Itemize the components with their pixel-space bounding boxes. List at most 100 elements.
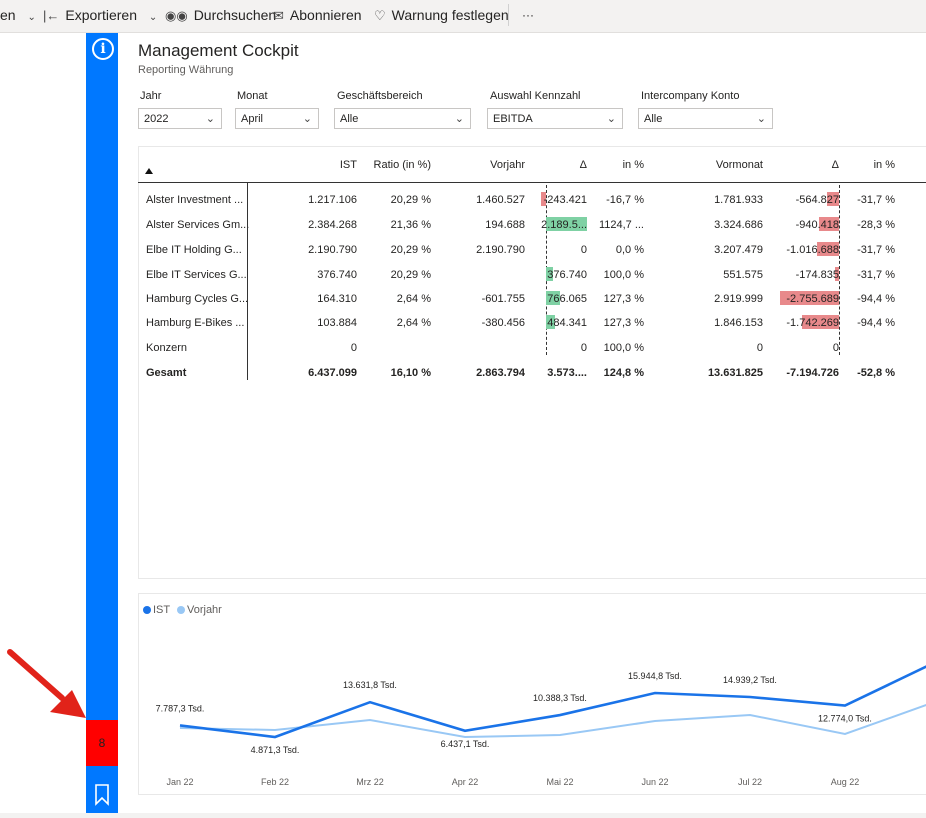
table-cell: 1.846.153	[714, 317, 763, 329]
row-label[interactable]: Hamburg E-Bikes ...	[146, 317, 245, 329]
chevron-down-icon: ⌄	[148, 12, 158, 23]
row-label[interactable]: Alster Services Gm...	[146, 219, 250, 231]
table-cell: 551.575	[723, 269, 763, 281]
x-axis-tick-label: Aug 22	[831, 777, 860, 787]
chevron-down-icon: ⌄	[756, 113, 766, 125]
hdr-delta-vorjahr[interactable]: Δ	[579, 159, 587, 171]
table-cell: 1.781.933	[714, 194, 763, 206]
row-label[interactable]: Elbe IT Holding G...	[146, 244, 242, 256]
legend-ist-label[interactable]: IST	[153, 604, 170, 616]
page-subtitle: Reporting Währung	[138, 64, 234, 76]
delta-vormonat-axis	[839, 185, 840, 355]
table-cell: 20,29 %	[390, 269, 431, 281]
chevron-down-icon: ⌄	[302, 113, 312, 125]
hdr-pct-vorjahr[interactable]: in %	[622, 159, 644, 171]
chevron-down-icon: ⌄	[454, 113, 464, 125]
slicer-intercompany-dropdown[interactable]: Alle ⌄	[638, 108, 773, 129]
red-arrow-icon	[7, 649, 86, 718]
row-label[interactable]: Alster Investment ...	[146, 194, 244, 206]
left-pane	[0, 33, 86, 818]
table-cell: 2.190.790	[476, 244, 525, 256]
table-cell: -28,3 %	[857, 219, 895, 231]
bookmark-icon[interactable]	[94, 784, 110, 806]
chevron-down-icon: ⌄	[27, 12, 36, 23]
ist-data-label: 13.631,8 Tsd.	[343, 680, 397, 690]
chart-legend: IST Vorjahr	[143, 604, 222, 616]
total-row-label: Gesamt	[146, 367, 187, 379]
ist-data-label: 10.388,3 Tsd.	[533, 693, 587, 703]
hdr-ratio[interactable]: Ratio (in %)	[373, 159, 431, 171]
total-cell: 3.573....	[547, 367, 587, 379]
more-options-button[interactable]: ···	[522, 0, 534, 30]
export-icon: |←	[43, 8, 60, 23]
bottom-strip	[0, 813, 926, 818]
legend-vorjahr-label[interactable]: Vorjahr	[186, 604, 222, 616]
toolbar-item-partial-label: en	[0, 7, 16, 23]
table-cell: 20,29 %	[390, 194, 431, 206]
table-cell: -601.755	[481, 293, 525, 305]
notification-badge[interactable]: 8	[86, 720, 118, 766]
table-cell: 1124,7 ...	[598, 219, 644, 231]
ist-data-label: 12.774,0 Tsd.	[818, 714, 872, 724]
table-cell: 376.740	[317, 269, 357, 281]
x-axis-tick-label: Feb 22	[261, 777, 289, 787]
table-cell: 3.324.686	[714, 219, 763, 231]
x-axis-tick-label: Apr 22	[452, 777, 479, 787]
search-button[interactable]: ◉◉ Durchsuchen	[165, 0, 276, 30]
row-label[interactable]: Konzern	[146, 342, 187, 354]
hdr-ist[interactable]: IST	[339, 159, 357, 171]
x-axis-tick-label: Mrz 22	[356, 777, 384, 787]
x-axis-tick-label: Mai 22	[546, 777, 573, 787]
slicer-month-value: April	[241, 113, 264, 125]
export-button[interactable]: |← Exportieren ⌄	[43, 0, 157, 30]
slicer-month-dropdown[interactable]: April ⌄	[235, 108, 319, 129]
delta-bar	[546, 267, 554, 281]
row-label[interactable]: Elbe IT Services G...	[146, 269, 247, 281]
table-cell: 2,64 %	[396, 293, 431, 305]
chevron-down-icon: ⌄	[606, 113, 616, 125]
chevron-down-icon: ⌄	[205, 113, 215, 125]
table-cell: 2,64 %	[396, 317, 431, 329]
table-cell: -94,4 %	[857, 293, 895, 305]
row-label[interactable]: Hamburg Cycles G...	[146, 293, 249, 305]
slicer-label-intercompany: Intercompany Konto	[641, 90, 740, 102]
total-cell: -52,8 %	[857, 367, 895, 379]
table-cell: 164.310	[317, 293, 357, 305]
table-cell: 103.884	[317, 317, 357, 329]
slicer-kpi-dropdown[interactable]: EBITDA ⌄	[487, 108, 623, 129]
toolbar: en ⌄ |← Exportieren ⌄ ◉◉ Durchsuchen ✉ Abon…	[0, 0, 926, 33]
table-cell: 0	[756, 342, 763, 354]
hdr-vorjahr[interactable]: Vorjahr	[490, 159, 525, 171]
hdr-pct-vormonat[interactable]: in %	[873, 159, 895, 171]
subscribe-button[interactable]: ✉ Abonnieren	[273, 0, 362, 30]
binoculars-icon: ◉◉	[165, 8, 188, 23]
table-cell: 1.460.527	[476, 194, 525, 206]
delta-bar	[780, 291, 839, 305]
toolbar-item-partial[interactable]: en ⌄	[0, 0, 36, 30]
toolbar-divider	[508, 4, 509, 26]
ist-data-label: 7.787,3 Tsd.	[156, 703, 205, 713]
table-header-divider	[138, 182, 926, 183]
line-chart: 7.787,3 Tsd. 4.871,3 Tsd. 13.631,8 Tsd. 6.4…	[156, 665, 926, 787]
set-alert-button[interactable]: ♡ Warnung festlegen	[374, 0, 509, 30]
page-title: Management Cockpit	[138, 41, 299, 60]
info-icon[interactable]: i	[92, 38, 114, 60]
total-cell: 2.863.794	[476, 367, 525, 379]
legend-ist-dot	[143, 606, 151, 614]
total-cell: 16,10 %	[390, 367, 431, 379]
table-cell: -1.016.688	[786, 244, 839, 256]
set-alert-label: Warnung festlegen	[391, 7, 509, 23]
table-cell: 2.190.790	[308, 244, 357, 256]
ist-series-line	[179, 665, 926, 739]
slicer-division-dropdown[interactable]: Alle ⌄	[334, 108, 471, 129]
sort-ascending-icon[interactable]	[145, 168, 153, 174]
slicer-year-value: 2022	[144, 113, 169, 125]
total-cell: 13.631.825	[707, 367, 763, 379]
matrix-table-panel	[138, 146, 926, 579]
slicer-year-dropdown[interactable]: 2022 ⌄	[138, 108, 222, 129]
table-cell: -31,7 %	[857, 194, 895, 206]
hdr-delta-vormonat[interactable]: Δ	[831, 159, 839, 171]
table-cell: 100,0 %	[603, 342, 644, 354]
table-cell: -174.835	[795, 269, 839, 281]
hdr-vormonat[interactable]: Vormonat	[715, 159, 763, 171]
